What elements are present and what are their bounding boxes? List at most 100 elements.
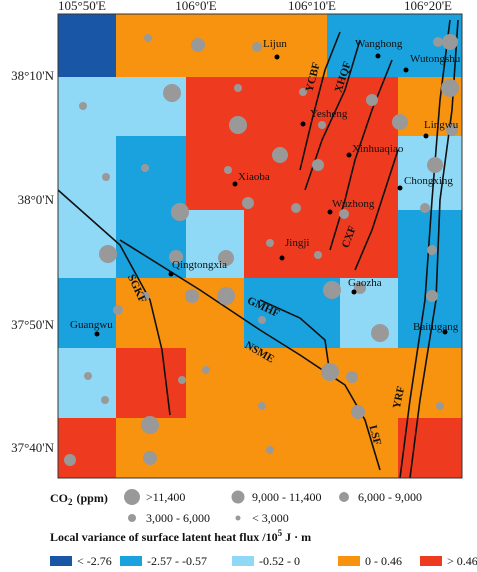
lon-label: 105°50'E bbox=[58, 0, 106, 13]
lon-label: 106°20'E bbox=[404, 0, 452, 13]
sample-site bbox=[312, 159, 324, 171]
place-marker bbox=[300, 121, 306, 127]
place-label: Xinhuaqiao bbox=[352, 143, 404, 155]
place-label: Guangwu bbox=[70, 319, 113, 331]
flux-sup: 5 bbox=[278, 528, 283, 538]
grid-cell bbox=[116, 14, 327, 77]
place-label: Wuzhong bbox=[332, 198, 375, 210]
sample-site bbox=[299, 88, 307, 96]
flux-legend-swatch bbox=[338, 556, 360, 566]
grid-cell bbox=[116, 348, 186, 418]
grid-cell bbox=[58, 14, 116, 77]
place-marker bbox=[442, 329, 448, 335]
sample-site bbox=[101, 396, 109, 404]
sample-site bbox=[163, 84, 181, 102]
sample-site bbox=[171, 203, 189, 221]
fault-line bbox=[57, 189, 171, 416]
place-label: Qingtongxia bbox=[172, 259, 227, 271]
place-marker bbox=[403, 67, 409, 73]
sample-site bbox=[354, 282, 366, 294]
sample-site bbox=[178, 376, 186, 384]
sample-site bbox=[217, 287, 235, 305]
sample-site bbox=[144, 34, 152, 42]
sample-site bbox=[426, 290, 438, 302]
flux-legend-label: -2.57 - -0.57 bbox=[147, 554, 207, 568]
sample-site bbox=[291, 203, 301, 213]
sample-site bbox=[218, 250, 234, 266]
sample-site bbox=[79, 102, 87, 110]
sample-site bbox=[234, 84, 242, 92]
flux-legend-label: < -2.76 bbox=[77, 554, 112, 568]
place-label: Wutongshu bbox=[410, 53, 461, 65]
place-marker bbox=[346, 152, 352, 158]
co2-title: CO bbox=[50, 491, 68, 505]
place-label: Jingji bbox=[285, 237, 309, 249]
grid-cell bbox=[186, 210, 244, 278]
sample-site bbox=[427, 245, 437, 255]
co2-legend-label: 6,000 - 9,000 bbox=[358, 490, 422, 504]
place-marker bbox=[375, 53, 381, 59]
sample-site bbox=[266, 446, 274, 454]
place-marker bbox=[327, 209, 333, 215]
sample-site bbox=[446, 124, 458, 136]
sample-site bbox=[64, 454, 76, 466]
place-label: Wanghong bbox=[355, 38, 403, 50]
co2-unit: (ppm) bbox=[77, 491, 108, 505]
place-marker bbox=[274, 54, 280, 60]
sample-site bbox=[143, 451, 157, 465]
lat-label: 37°50'N bbox=[11, 317, 55, 332]
flux-legend-title: Local variance of surface latent heat fl… bbox=[50, 528, 311, 544]
place-label: Gaozha bbox=[348, 277, 382, 289]
lat-label: 37°40'N bbox=[11, 440, 55, 455]
grid-cell bbox=[398, 418, 462, 478]
map-frame bbox=[57, 13, 463, 479]
sample-site bbox=[272, 147, 288, 163]
place-label: Chongxing bbox=[404, 175, 453, 187]
co2-legend-symbol bbox=[231, 490, 245, 504]
sample-site bbox=[433, 37, 443, 47]
sample-site bbox=[84, 372, 92, 380]
flux-legend-label: 0 - 0.46 bbox=[365, 554, 402, 568]
fault-line bbox=[259, 299, 331, 376]
sample-site bbox=[441, 79, 459, 97]
sample-site bbox=[258, 402, 266, 410]
flux-legend-swatch bbox=[420, 556, 442, 566]
co2-legend-symbol bbox=[128, 514, 136, 522]
grid-cell bbox=[58, 210, 116, 278]
co2-legend-symbol bbox=[339, 492, 349, 502]
grid-cell bbox=[186, 77, 398, 136]
sample-site bbox=[185, 289, 199, 303]
sample-site bbox=[252, 42, 262, 52]
place-marker bbox=[168, 271, 174, 277]
place-marker bbox=[423, 133, 429, 139]
grid-cell bbox=[186, 136, 398, 210]
sample-site bbox=[266, 239, 274, 247]
fault-label: LSF bbox=[366, 424, 383, 447]
sample-site bbox=[427, 157, 443, 173]
place-marker bbox=[279, 255, 285, 261]
co2-legend-title: CO2 (ppm) bbox=[50, 491, 108, 507]
sample-site bbox=[142, 292, 150, 300]
sample-site bbox=[113, 305, 123, 315]
sample-site bbox=[191, 38, 205, 52]
co2-legend-label: < 3,000 bbox=[252, 511, 289, 525]
sample-site bbox=[202, 366, 210, 374]
fault-line bbox=[119, 239, 381, 471]
sample-site bbox=[242, 197, 254, 209]
sample-site bbox=[371, 324, 389, 342]
grid-cell bbox=[58, 77, 116, 136]
flux-legend-swatch bbox=[50, 556, 72, 566]
sample-site bbox=[141, 164, 149, 172]
sample-site bbox=[229, 116, 247, 134]
place-marker bbox=[397, 185, 403, 191]
place-label: Lingwu bbox=[424, 119, 459, 131]
sample-site bbox=[420, 203, 430, 213]
grid-cell bbox=[186, 348, 462, 418]
sample-site bbox=[321, 363, 339, 381]
sample-site bbox=[351, 405, 365, 419]
flux-legend-swatch bbox=[232, 556, 254, 566]
sample-site bbox=[141, 416, 159, 434]
sample-site bbox=[392, 114, 408, 130]
sample-site bbox=[436, 402, 444, 410]
